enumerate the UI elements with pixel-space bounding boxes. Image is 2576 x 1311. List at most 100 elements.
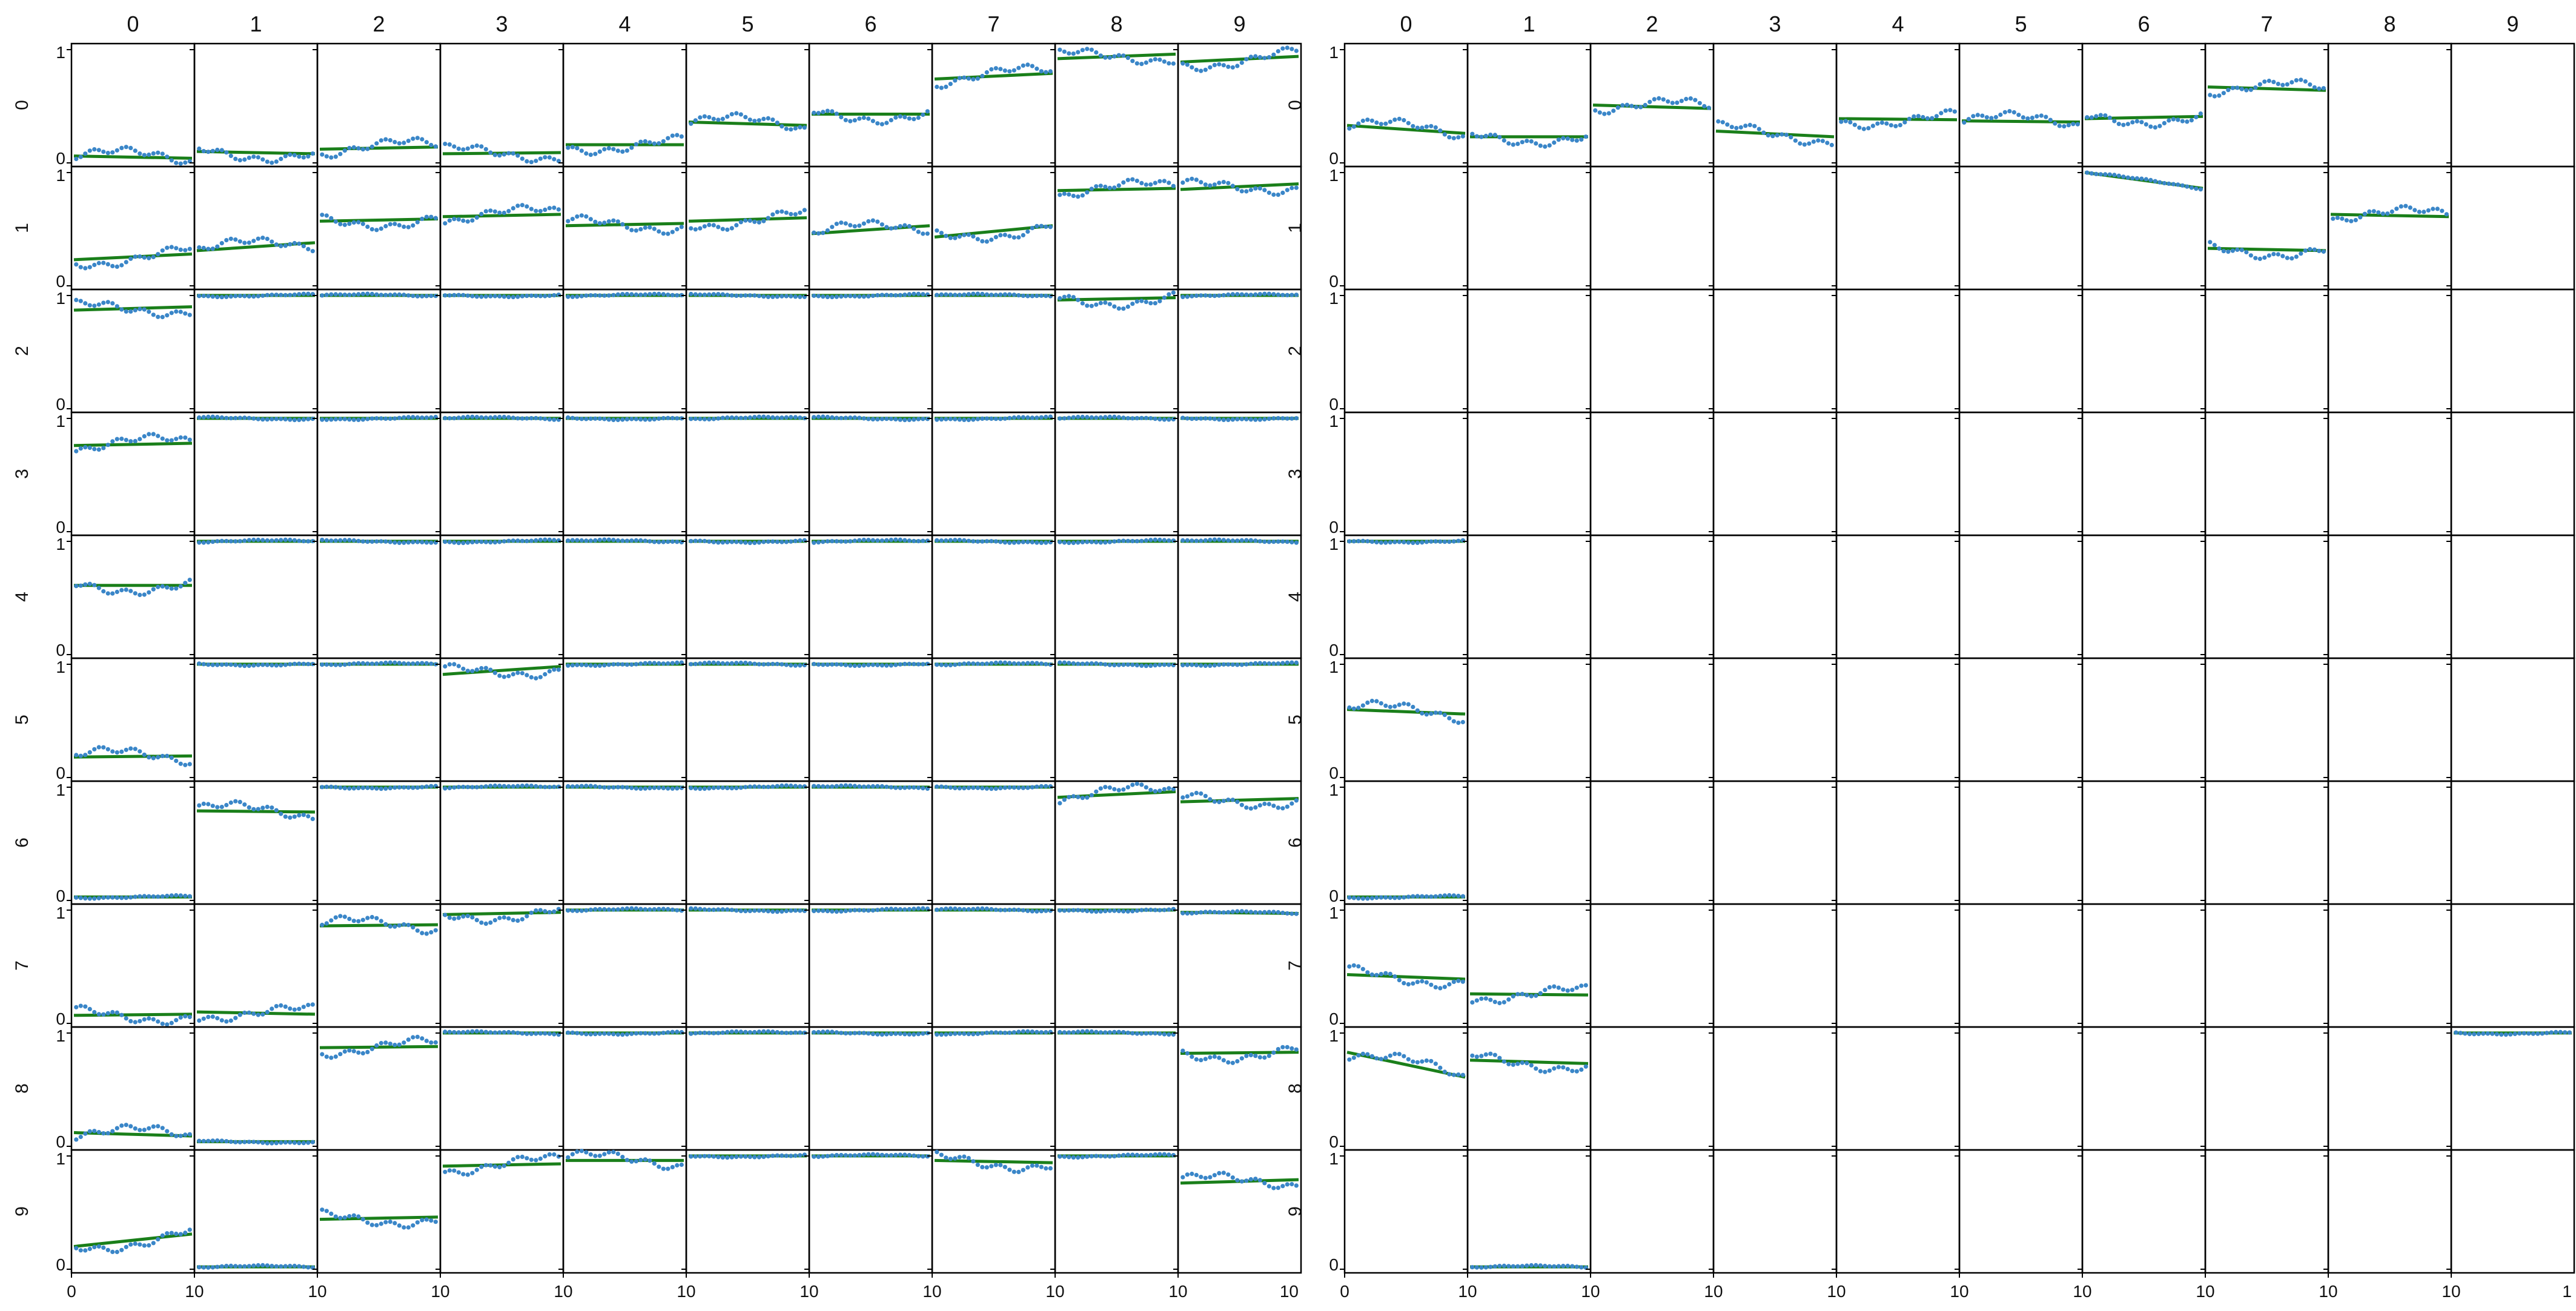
trend-line (73, 253, 193, 262)
data-point (1080, 1029, 1085, 1034)
data-point (666, 1166, 670, 1171)
data-point (879, 907, 884, 912)
data-point (821, 231, 826, 236)
data-point (834, 222, 839, 226)
data-point (1071, 193, 1076, 199)
data-point (74, 449, 79, 454)
data-point (443, 293, 448, 298)
data-point (593, 1032, 598, 1037)
data-point (1429, 539, 1434, 544)
data-point (420, 137, 425, 142)
data-point (861, 221, 866, 226)
data-point (351, 292, 356, 297)
data-point (1021, 540, 1025, 544)
data-point (993, 417, 998, 421)
data-point (1565, 988, 1570, 993)
data-point (1456, 721, 1461, 725)
data-point (1212, 294, 1217, 299)
data-point (114, 1010, 119, 1015)
data-point (789, 1031, 793, 1035)
data-point (165, 753, 170, 758)
data-point (474, 215, 479, 220)
data-point (2066, 123, 2071, 128)
data-point (1271, 192, 1276, 197)
panel-frame (2450, 780, 2575, 905)
data-point (429, 1040, 434, 1045)
data-point (78, 154, 83, 159)
panel-frame (1054, 42, 1179, 168)
data-point (989, 67, 994, 72)
data-point (443, 221, 448, 226)
data-point (228, 1263, 233, 1268)
data-point (784, 294, 789, 299)
data-point (861, 908, 866, 913)
data-point (351, 1049, 356, 1054)
data-point (802, 908, 807, 913)
data-point (402, 224, 406, 230)
data-point (852, 908, 857, 913)
data-point (502, 915, 506, 920)
data-point (1048, 294, 1053, 299)
data-point (197, 146, 202, 151)
data-point (830, 225, 835, 230)
data-point (87, 896, 92, 901)
row-label: 8 (12, 1083, 32, 1094)
trend-line (1838, 117, 1958, 122)
data-point (971, 785, 976, 790)
data-point (1107, 908, 1112, 913)
panel-frame (1589, 657, 1715, 782)
data-point (1103, 55, 1108, 60)
data-point (87, 1006, 92, 1011)
data-point (1244, 1178, 1249, 1183)
data-point (670, 661, 675, 665)
data-point (1511, 1062, 1515, 1067)
data-point (424, 214, 429, 219)
data-point (770, 415, 775, 420)
data-point (520, 784, 525, 788)
data-point (1397, 1052, 1402, 1057)
data-point (588, 784, 593, 788)
data-point (761, 1029, 766, 1034)
data-point (1993, 114, 1998, 120)
panel-frame (70, 780, 196, 905)
x-tick-label: 10 (554, 1282, 572, 1301)
data-point (1144, 664, 1148, 669)
data-point (738, 540, 743, 545)
data-point (998, 417, 1003, 421)
data-point (538, 209, 543, 214)
data-point (757, 1029, 761, 1034)
data-point (711, 116, 716, 121)
data-point (1488, 997, 1493, 1002)
data-point (274, 159, 279, 164)
data-point (953, 78, 958, 83)
data-point (852, 224, 857, 229)
panel-frame (1589, 165, 1715, 291)
data-point (1130, 1152, 1135, 1157)
panel-frame (1466, 657, 1592, 782)
data-point (502, 784, 506, 788)
data-point (310, 816, 315, 821)
data-point (1107, 662, 1112, 667)
data-point (1076, 794, 1081, 799)
data-point (297, 241, 302, 246)
data-point (1479, 996, 1484, 1001)
data-point (1369, 118, 1374, 123)
data-point (634, 906, 638, 911)
data-point (1226, 538, 1231, 543)
panel-frame (2450, 165, 2575, 291)
data-point (228, 662, 233, 667)
data-point (816, 1029, 821, 1034)
data-point (743, 114, 748, 119)
data-point (743, 218, 748, 223)
data-point (338, 785, 343, 790)
data-point (233, 539, 238, 544)
data-point (96, 745, 101, 750)
data-point (570, 217, 575, 222)
data-point (197, 1018, 202, 1023)
data-point (1085, 415, 1090, 420)
data-point (615, 1151, 620, 1156)
data-point (197, 1138, 202, 1143)
data-point (948, 82, 953, 87)
data-point (114, 304, 119, 309)
data-point (2554, 1029, 2558, 1034)
